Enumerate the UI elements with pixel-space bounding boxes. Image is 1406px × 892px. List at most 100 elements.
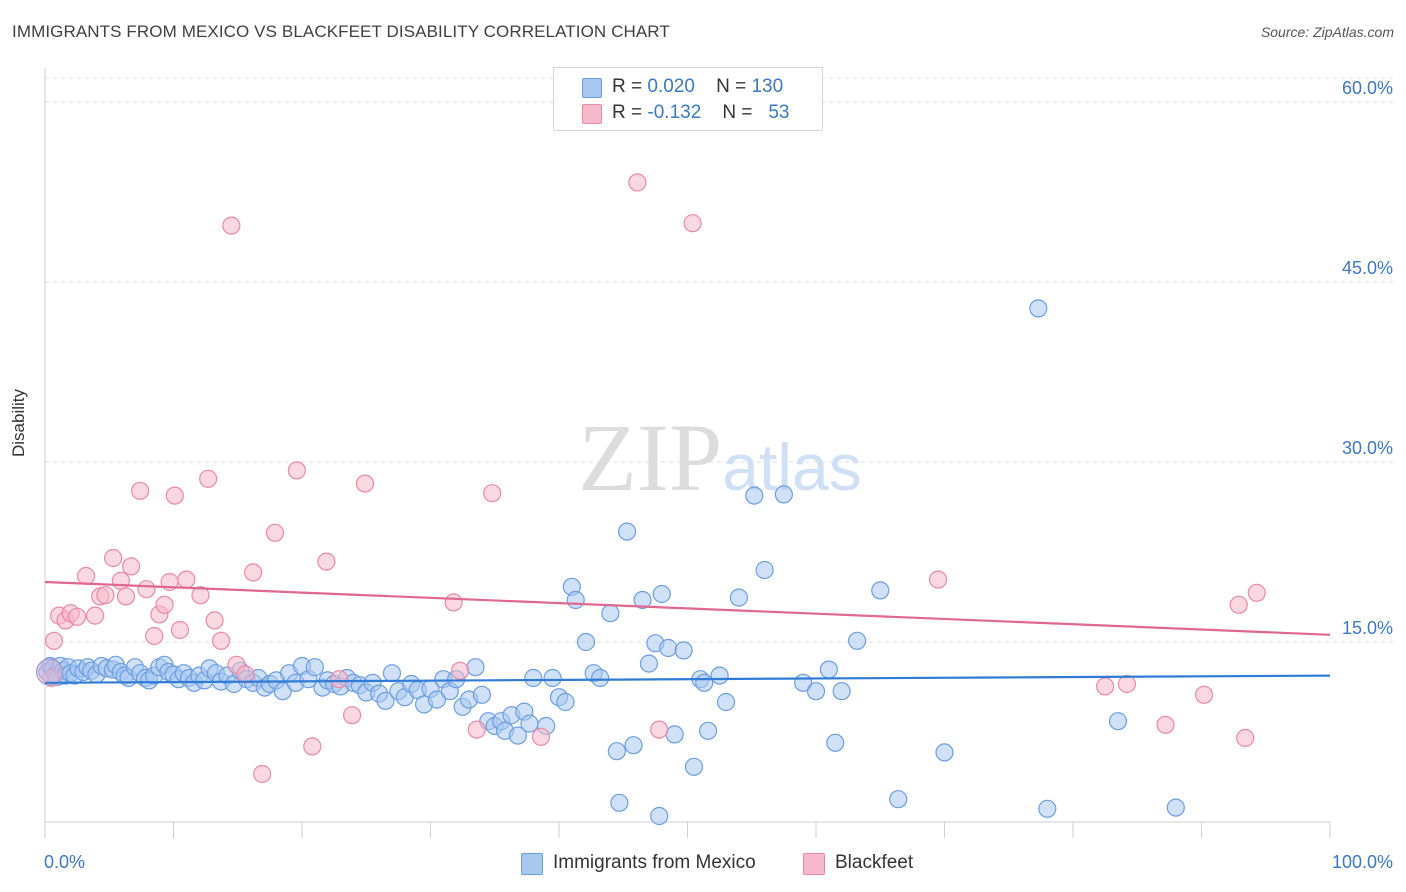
point-0-114 (698, 721, 718, 740)
y-tick-label-1: 30.0% (1341, 438, 1393, 458)
point-0-134 (610, 793, 629, 812)
point-0-133 (650, 806, 669, 826)
legend-swatch-blackfeet (803, 853, 825, 875)
point-0-50 (273, 682, 292, 701)
point-0-74 (427, 690, 447, 709)
point-0-89 (520, 714, 539, 733)
point-1-49 (1117, 674, 1137, 694)
point-0-67 (382, 664, 402, 683)
point-1-54 (1236, 728, 1255, 748)
point-1-46 (683, 214, 702, 233)
point-1-48 (1096, 677, 1115, 696)
legend-label-blackfeet: Blackfeet (835, 852, 914, 873)
point-0-81 (472, 685, 491, 704)
point-0-110 (674, 641, 693, 660)
point-1-47 (928, 570, 948, 589)
point-cluster-overlap (35, 658, 64, 686)
source-label: Source: ZipAtlas.com (1260, 24, 1394, 40)
legend-swatch-mexico (521, 853, 543, 875)
point-0-116 (716, 692, 736, 712)
point-0-90 (524, 668, 543, 688)
r-label: R = (612, 76, 643, 97)
point-0-108 (659, 638, 678, 658)
n-label: N = (716, 76, 747, 97)
point-1-11 (111, 571, 130, 590)
point-1-44 (628, 173, 647, 192)
point-1-50 (1156, 715, 1175, 734)
data-points (35, 173, 1266, 826)
point-1-13 (121, 557, 141, 576)
point-0-107 (652, 584, 671, 604)
n-value-mexico: 130 (751, 76, 784, 97)
point-1-42 (483, 484, 502, 503)
point-1-30 (244, 563, 263, 582)
swatch-blackfeet (582, 104, 602, 124)
point-0-100 (601, 604, 620, 623)
point-1-18 (155, 595, 174, 614)
point-1-35 (317, 552, 336, 571)
y-axis-label: Disability (9, 388, 28, 457)
point-0-132 (1166, 798, 1185, 817)
point-0-101 (607, 742, 626, 761)
point-1-5 (68, 607, 87, 626)
point-1-15 (137, 580, 156, 599)
point-0-109 (665, 725, 684, 744)
y-tick-label-3: 60.0% (1341, 78, 1393, 98)
x-tick-label-min: 0.0% (44, 852, 86, 872)
point-1-29 (236, 665, 255, 684)
point-1-31 (253, 764, 272, 784)
point-0-115 (710, 666, 729, 685)
gridlines (45, 77, 1395, 643)
point-0-119 (755, 560, 774, 580)
trend-lines (44, 580, 1331, 684)
point-0-104 (633, 590, 652, 610)
point-0-97 (576, 632, 596, 652)
point-1-38 (355, 474, 375, 493)
point-1-10 (104, 548, 123, 568)
point-0-113 (695, 673, 714, 692)
point-0-130 (1038, 799, 1057, 818)
point-1-52 (1229, 595, 1248, 614)
n-label: N = (722, 102, 753, 123)
point-1-7 (86, 606, 105, 625)
trend-line-0 (44, 674, 1331, 684)
point-1-12 (116, 587, 136, 606)
point-0-129 (1029, 299, 1048, 318)
point-1-6 (77, 566, 96, 586)
point-1-22 (177, 570, 196, 589)
point-0-99 (591, 668, 610, 688)
point-1-14 (130, 481, 150, 500)
r-value-mexico: 0.020 (647, 76, 695, 97)
point-0-87 (508, 726, 527, 745)
point-0-125 (848, 631, 867, 650)
x-tick-label-max: 100.0% (1331, 852, 1393, 872)
point-0-128 (935, 743, 954, 762)
swatch-mexico (582, 78, 602, 98)
point-0-127 (889, 790, 908, 809)
point-0-103 (624, 736, 643, 755)
point-0-96 (566, 590, 585, 610)
point-0-105 (639, 654, 659, 673)
point-0-124 (832, 682, 851, 701)
point-0-80 (466, 658, 485, 677)
point-0-120 (774, 485, 793, 504)
legend-label-mexico: Immigrants from Mexico (553, 852, 756, 873)
point-1-51 (1194, 685, 1214, 704)
point-1-27 (222, 216, 241, 235)
trend-line-1 (44, 580, 1331, 636)
point-1-24 (199, 469, 218, 488)
y-tick-label-2: 45.0% (1341, 258, 1393, 278)
r-label: R = (612, 102, 643, 123)
point-0-126 (871, 581, 890, 600)
r-value-blackfeet: -0.132 (647, 102, 702, 123)
point-0-131 (1108, 712, 1128, 731)
axes (44, 68, 1331, 838)
watermark: ZIPatlas (578, 404, 861, 511)
point-1-25 (205, 611, 224, 630)
point-1-21 (170, 620, 190, 640)
chart-title: IMMIGRANTS FROM MEXICO VS BLACKFEET DISA… (12, 22, 670, 41)
point-1-37 (343, 706, 362, 725)
point-1-26 (211, 631, 231, 650)
point-1-23 (191, 586, 210, 605)
point-1-39 (444, 593, 463, 612)
